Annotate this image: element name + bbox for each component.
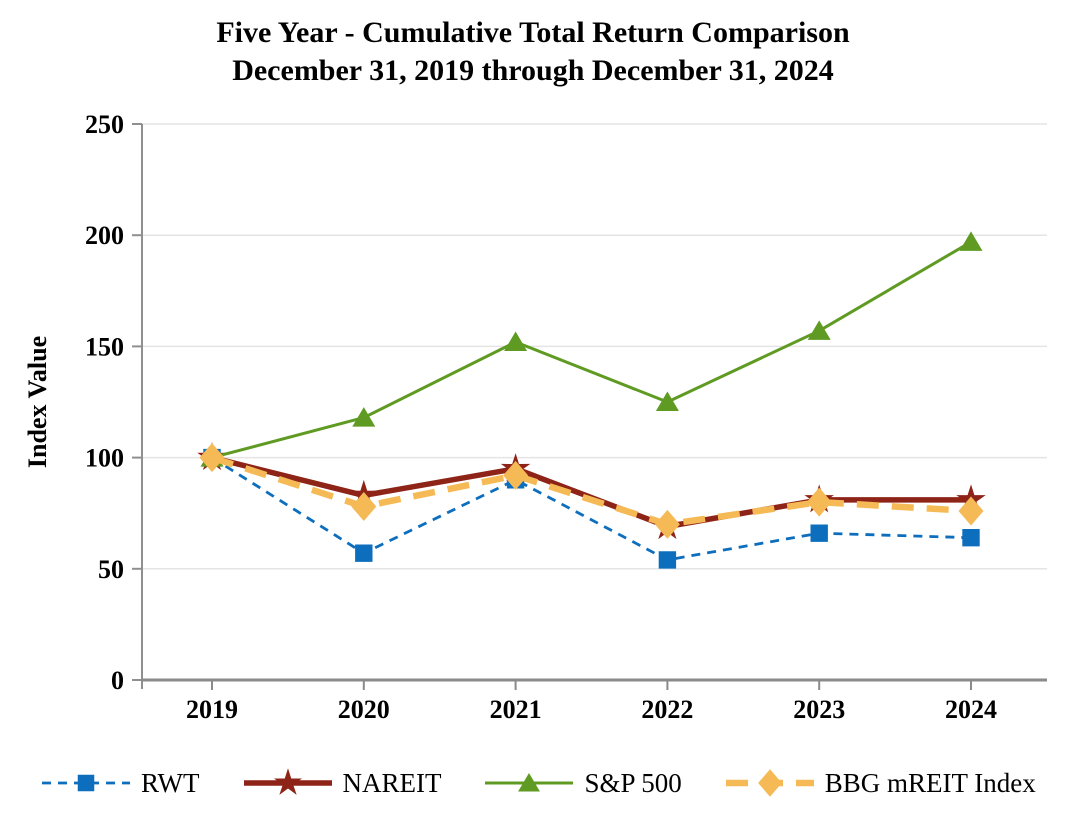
rwt-line-square-swatch: [42, 774, 130, 792]
square-marker: [810, 524, 828, 542]
legend-label-bbg-mreit: BBG mREIT Index: [824, 767, 1036, 798]
axes: [132, 123, 1047, 690]
y-tick-label: 0: [111, 666, 124, 695]
triangle-marker: [504, 331, 528, 351]
diamond-marker: [757, 769, 782, 797]
x-tick-label: 2023: [793, 695, 845, 724]
chart-title: Five Year - Cumulative Total Return Comp…: [0, 14, 1066, 90]
y-tick-label: 150: [85, 332, 124, 361]
triangle-marker: [352, 407, 376, 427]
square-marker: [962, 528, 980, 547]
square-marker: [355, 544, 373, 562]
sp500-line-triangle-swatch: [485, 773, 574, 792]
chart-legend: RWT NAREIT S&P 500 BBG mREIT Index: [40, 757, 1066, 809]
legend-item-bbg-mreit: BBG mREIT Index: [724, 766, 1036, 800]
gridlines: [142, 123, 1047, 570]
triangle-marker: [655, 391, 679, 411]
x-tick-label: 2024: [945, 695, 997, 724]
series-line-square: [211, 456, 972, 562]
diamond-marker: [654, 509, 680, 539]
diamond-marker: [503, 460, 529, 490]
y-tick-label: 50: [98, 555, 124, 584]
legend-label-sp500: S&P 500: [584, 767, 682, 798]
x-tick-label: 2019: [186, 695, 238, 724]
legend-item-rwt: RWT: [40, 766, 200, 800]
y-tick-label: 250: [85, 110, 124, 139]
square-marker: [77, 774, 95, 792]
x-tick-label: 2022: [641, 695, 693, 724]
legend-item-nareit: NAREIT: [242, 766, 442, 800]
legend-item-sp500: S&P 500: [483, 766, 682, 800]
bbg-mreit-line-diamond-swatch: [725, 769, 814, 797]
y-tick-label: 100: [85, 444, 124, 473]
y-tick-label: 200: [85, 221, 124, 250]
diamond-marker: [199, 443, 225, 473]
series-line-diamond: [211, 454, 972, 528]
chart-title-line1: Five Year - Cumulative Total Return Comp…: [216, 16, 850, 49]
axis-labels: 0 50 100 150 200 250 2019 2020 2021 2022 2023 2024: [85, 110, 997, 724]
diamond-marker: [806, 487, 832, 517]
triangle-marker: [518, 773, 541, 792]
diamond-marker: [351, 492, 377, 522]
triangle-marker: [807, 320, 831, 340]
y-axis-title: Index Value: [23, 336, 52, 468]
diamond-marker: [958, 496, 984, 526]
chart-title-line2: December 31, 2019 through December 31, 2…: [232, 54, 834, 87]
x-tick-label: 2020: [338, 695, 390, 724]
star-marker: [273, 768, 302, 795]
legend-label-rwt: RWT: [141, 767, 200, 798]
triangle-marker: [959, 231, 983, 251]
square-marker: [658, 551, 677, 569]
legend-label-nareit: NAREIT: [342, 767, 442, 798]
series-line-triangle: [211, 240, 972, 460]
series: [197, 231, 986, 569]
nareit-line-star-swatch: [243, 768, 332, 795]
x-tick-label: 2021: [490, 695, 542, 724]
